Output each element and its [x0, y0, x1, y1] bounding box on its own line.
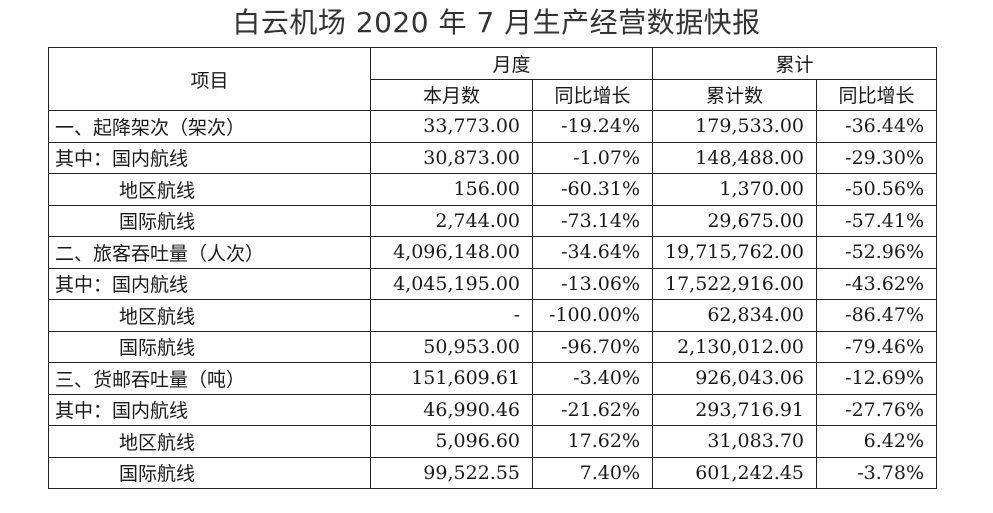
table-row: 三、货邮吞吐量（吨） 151,609.61 -3.40% 926,043.06 … — [48, 362, 938, 395]
row-label: 其中：国内航线 — [48, 141, 371, 174]
table-row: 地区航线 156.00 -60.31% 1,370.00 -50.56% — [48, 173, 938, 206]
header-row-group: 项目 月度 累计 — [48, 47, 938, 111]
header-row-sub: 本月数 同比增长 累计数 同比增长 — [49, 78, 938, 111]
row-month-value: 151,609.61 — [370, 362, 533, 395]
row-label: 地区航线 — [48, 173, 371, 206]
row-cum-yoy: -50.56% — [816, 173, 938, 206]
row-label: 国际航线 — [48, 204, 371, 237]
row-month-value: 5,096.60 — [370, 425, 533, 458]
table-row: 国际航线 99,522.55 7.40% 601,242.45 -3.78% — [48, 456, 938, 489]
table-row: 地区航线 5,096.60 17.62% 31,083.70 6.42% — [48, 425, 938, 458]
row-label: 其中：国内航线 — [48, 267, 371, 300]
row-cum-value: 148,488.00 — [652, 141, 818, 174]
table-row: 其中：国内航线 4,045,195.00 -13.06% 17,522,916.… — [48, 267, 938, 300]
row-cum-value: 17,522,916.00 — [652, 267, 818, 300]
row-cum-yoy: -27.76% — [816, 393, 938, 426]
row-month-value: - — [370, 299, 533, 332]
row-month-value: 99,522.55 — [370, 456, 533, 489]
row-label: 其中：国内航线 — [48, 393, 371, 426]
row-label: 地区航线 — [48, 425, 371, 458]
table-row: 地区航线 - -100.00% 62,834.00 -86.47% — [48, 299, 938, 332]
row-cum-yoy: -86.47% — [816, 299, 938, 332]
table-row: 二、旅客吞吐量（人次） 4,096,148.00 -34.64% 19,715,… — [48, 236, 938, 269]
row-cum-yoy: -57.41% — [816, 204, 938, 237]
row-cum-yoy: -29.30% — [816, 141, 938, 174]
row-month-yoy: -96.70% — [531, 330, 654, 363]
row-month-yoy: 17.62% — [531, 425, 654, 458]
row-cum-value: 926,043.06 — [652, 362, 818, 395]
row-month-yoy: -100.00% — [531, 299, 654, 332]
row-cum-value: 2,130,012.00 — [652, 330, 818, 363]
row-cum-value: 179,533.00 — [652, 110, 818, 143]
data-table: 项目 月度 累计 本月数 同比增长 累计数 同比增长 一、起降架次（架次） 33… — [48, 47, 938, 489]
row-month-value: 30,873.00 — [370, 141, 533, 174]
row-cum-value: 293,716.91 — [652, 393, 818, 426]
table-row: 其中：国内航线 46,990.46 -21.62% 293,716.91 -27… — [48, 393, 938, 426]
header-cum-value: 累计数 — [652, 78, 818, 111]
row-label: 地区航线 — [48, 299, 371, 332]
header-cumulative-group: 累计 — [652, 47, 938, 80]
header-cum-yoy: 同比增长 — [816, 78, 938, 111]
row-month-value: 46,990.46 — [370, 393, 533, 426]
header-month-group: 月度 — [369, 47, 654, 80]
header-item: 项目 — [48, 47, 371, 111]
row-cum-yoy: -79.46% — [816, 330, 938, 363]
header-month-yoy: 同比增长 — [531, 78, 654, 111]
row-month-value: 156.00 — [370, 173, 533, 206]
row-label: 国际航线 — [48, 330, 371, 363]
row-month-yoy: -13.06% — [531, 267, 654, 300]
row-cum-value: 601,242.45 — [652, 456, 818, 489]
table-row: 其中：国内航线 30,873.00 -1.07% 148,488.00 -29.… — [48, 141, 938, 174]
row-cum-value: 29,675.00 — [652, 204, 818, 237]
row-month-value: 50,953.00 — [370, 330, 533, 363]
row-cum-value: 19,715,762.00 — [652, 236, 818, 269]
table-row: 国际航线 50,953.00 -96.70% 2,130,012.00 -79.… — [48, 330, 938, 363]
row-cum-value: 1,370.00 — [652, 173, 818, 206]
row-month-yoy: -60.31% — [531, 173, 654, 206]
row-month-yoy: -1.07% — [531, 141, 654, 174]
row-month-value: 4,096,148.00 — [370, 236, 533, 269]
row-month-yoy: -3.40% — [531, 362, 654, 395]
row-label: 三、货邮吞吐量（吨） — [48, 362, 371, 395]
page-title: 白云机场 2020 年 7 月生产经营数据快报 — [232, 6, 761, 39]
table-row: 一、起降架次（架次） 33,773.00 -19.24% 179,533.00 … — [48, 110, 938, 143]
row-month-value: 2,744.00 — [370, 204, 533, 237]
row-label: 二、旅客吞吐量（人次） — [48, 236, 371, 269]
row-month-value: 33,773.00 — [370, 110, 533, 143]
row-cum-yoy: -12.69% — [816, 362, 938, 395]
row-month-value: 4,045,195.00 — [370, 267, 533, 300]
row-month-yoy: 7.40% — [531, 456, 654, 489]
row-label: 国际航线 — [48, 456, 371, 489]
row-month-yoy: -21.62% — [531, 393, 654, 426]
table-row: 国际航线 2,744.00 -73.14% 29,675.00 -57.41% — [48, 204, 938, 237]
row-cum-yoy: -43.62% — [816, 267, 938, 300]
row-cum-yoy: -3.78% — [816, 456, 938, 489]
row-cum-yoy: 6.42% — [816, 425, 938, 458]
row-cum-yoy: -52.96% — [816, 236, 938, 269]
row-cum-value: 31,083.70 — [652, 425, 818, 458]
row-cum-yoy: -36.44% — [816, 110, 938, 143]
row-month-yoy: -19.24% — [531, 110, 654, 143]
row-month-yoy: -34.64% — [531, 236, 654, 269]
header-month-value: 本月数 — [370, 78, 533, 111]
row-label: 一、起降架次（架次） — [48, 110, 371, 143]
row-cum-value: 62,834.00 — [652, 299, 818, 332]
row-month-yoy: -73.14% — [531, 204, 654, 237]
